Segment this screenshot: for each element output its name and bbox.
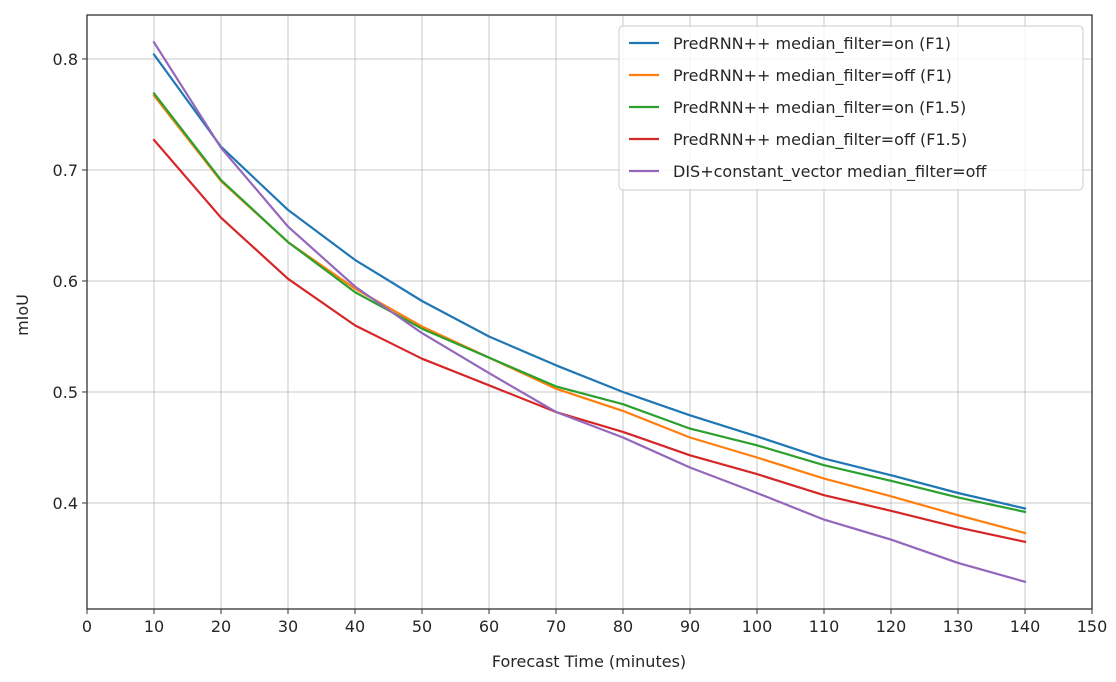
x-tick-label: 110 [809, 617, 840, 636]
series-line-1 [152, 52, 1027, 510]
legend-label-5: DIS+constant_vector median_filter=off [673, 162, 987, 182]
y-tick-label: 0.7 [53, 161, 78, 180]
x-tick-label: 150 [1077, 617, 1108, 636]
y-tick-label: 0.4 [53, 494, 78, 513]
x-tick-label: 50 [412, 617, 432, 636]
legend-box [618, 25, 1084, 191]
x-tick-label: 90 [680, 617, 700, 636]
y-tick-label: 0.6 [53, 272, 78, 291]
x-tick-label: 120 [876, 617, 907, 636]
x-tick-label: 80 [613, 617, 633, 636]
legend: PredRNN++ median_filter=on (F1) PredRNN++… [618, 25, 1084, 191]
plot-frame [86, 14, 1093, 610]
y-tick-label: 0.5 [53, 383, 78, 402]
x-tick-label: 30 [278, 617, 298, 636]
x-tick-label: 10 [144, 617, 164, 636]
y-axis-ticks: 0.4 0.5 0.6 0.7 0.8 [53, 50, 87, 513]
series-line-5 [152, 40, 1027, 584]
x-tick-label: 40 [345, 617, 365, 636]
x-tick-label: 130 [943, 617, 974, 636]
x-tick-label: 70 [546, 617, 566, 636]
legend-label-2: PredRNN++ median_filter=off (F1) [673, 66, 952, 86]
legend-label-4: PredRNN++ median_filter=off (F1.5) [673, 130, 967, 150]
series-lines [152, 40, 1027, 584]
x-tick-label: 60 [479, 617, 499, 636]
legend-label-3: PredRNN++ median_filter=on (F1.5) [673, 98, 966, 118]
x-tick-label: 140 [1010, 617, 1041, 636]
x-tick-label: 0 [82, 617, 92, 636]
x-axis-ticks: 0 10 20 30 40 50 60 70 80 90 100 110 120 130 140 150 [82, 609, 1107, 636]
x-axis-label: Forecast Time (minutes) [492, 652, 686, 671]
legend-label-1: PredRNN++ median_filter=on (F1) [673, 34, 951, 54]
series-line-4 [152, 138, 1027, 544]
y-tick-label: 0.8 [53, 50, 78, 69]
x-tick-label: 20 [211, 617, 231, 636]
series-line-3 [152, 91, 1027, 514]
y-axis-label: mIoU [13, 294, 32, 336]
x-tick-label: 100 [742, 617, 773, 636]
